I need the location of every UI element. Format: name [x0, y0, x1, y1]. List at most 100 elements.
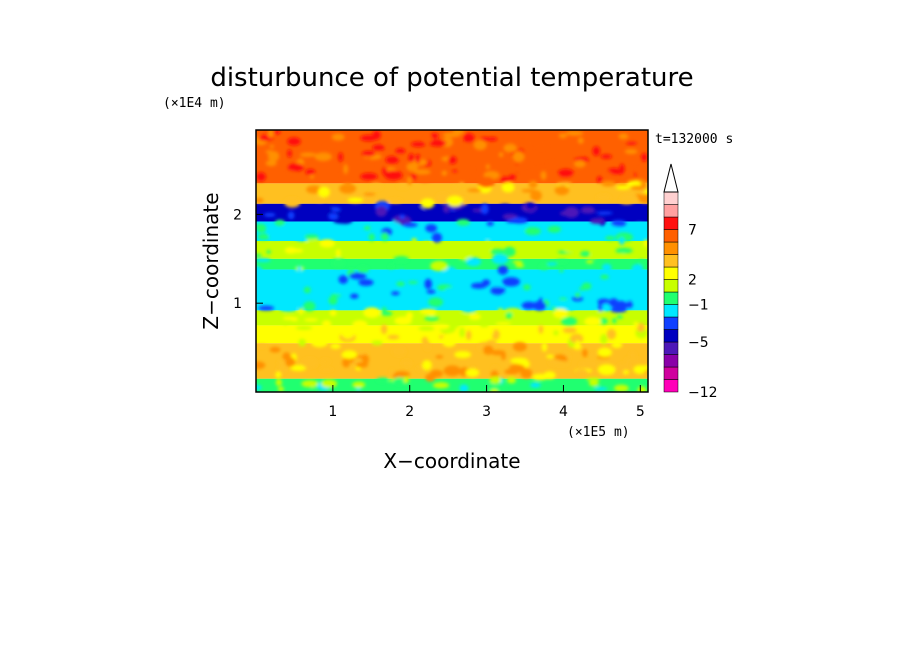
field-blob [284, 197, 301, 208]
field-blob [626, 141, 638, 145]
field-blob [263, 212, 276, 218]
field-blob [287, 137, 301, 146]
field-blob [520, 368, 533, 379]
field-blob [590, 252, 598, 259]
field-blob [575, 292, 581, 298]
field-blob [503, 246, 516, 257]
field-blob [643, 239, 648, 248]
field-blob [441, 170, 448, 176]
field-blob [298, 307, 304, 315]
colorbar-label: 7 [688, 223, 697, 239]
field-blob [467, 188, 482, 192]
field-blob [490, 248, 506, 255]
field-blob [584, 316, 602, 327]
field-blob [301, 380, 319, 388]
field-blob [331, 133, 345, 141]
colorbar-label: −5 [688, 335, 709, 351]
field-blob [547, 225, 561, 233]
field-blob [287, 163, 304, 172]
field-blob [636, 322, 645, 333]
field-blob [562, 327, 577, 334]
field-blob [314, 196, 324, 202]
field-blob [388, 263, 394, 270]
field-blob [265, 160, 277, 167]
field-blob [600, 333, 608, 345]
field-blob [466, 330, 472, 341]
field-blob [420, 198, 435, 209]
field-blob [269, 346, 281, 353]
field-blob [538, 325, 544, 334]
field-blob [512, 260, 523, 264]
field-blob [448, 317, 461, 329]
field-blob [629, 211, 644, 219]
field-blob [256, 223, 267, 233]
field-blob [384, 170, 403, 181]
field-blob [384, 138, 394, 147]
field-blob [630, 185, 647, 190]
x-tick-label: 1 [328, 404, 337, 420]
field-blob [636, 168, 646, 178]
field-blob [425, 224, 438, 233]
field-blob [509, 174, 516, 181]
field-blob [540, 171, 547, 181]
field-blob [352, 320, 368, 330]
field-blob [615, 247, 633, 254]
colorbar-segment [663, 254, 679, 268]
field-blob [393, 256, 410, 263]
field-blob [502, 213, 518, 220]
field-blob [596, 194, 612, 202]
y-tick-label: 1 [233, 296, 242, 312]
field-blob [461, 291, 467, 296]
field-band [256, 241, 648, 259]
field-blob [381, 306, 387, 315]
field-blob [339, 183, 357, 194]
field-blob [370, 183, 383, 191]
field-blob [329, 309, 337, 316]
colorbar-segment [663, 379, 679, 393]
field-blob [465, 257, 482, 267]
field-blob [534, 143, 548, 150]
field-blob [466, 271, 480, 278]
chart-title: disturbunce of potential temperature [210, 63, 693, 93]
field-blob [295, 326, 313, 330]
field-blob [497, 265, 509, 275]
field-blob [331, 257, 345, 269]
field-blob [430, 260, 448, 272]
field-blob [352, 381, 366, 389]
field-blob [421, 336, 429, 346]
field-blob [287, 211, 295, 220]
field-blob [601, 303, 611, 312]
colorbar-segment [663, 216, 679, 230]
field-blob [553, 308, 568, 319]
colorbar-segment [663, 354, 679, 368]
field-blob [341, 350, 358, 359]
field-blob [410, 141, 426, 147]
field-blob [357, 265, 370, 273]
field-blob [624, 174, 633, 178]
field-blob [480, 203, 489, 215]
field-blob [329, 166, 338, 171]
field-blob [608, 300, 620, 308]
field-blob [512, 151, 525, 163]
field-blob [575, 339, 581, 349]
field-blob [559, 268, 564, 273]
colorbar-segment [663, 266, 679, 280]
field-blob [616, 315, 623, 319]
field-blob [606, 328, 617, 340]
field-blob [320, 358, 331, 365]
field-blob [393, 371, 410, 378]
field-blob [486, 221, 494, 226]
colorbar-segment [663, 279, 679, 293]
field-blob [459, 182, 465, 187]
field-blob [546, 262, 558, 266]
field-blob [473, 139, 487, 151]
field-blob [439, 335, 444, 339]
field-blob [274, 219, 286, 226]
colorbar-segment [663, 291, 679, 305]
field-blob [443, 365, 461, 377]
field-blob [448, 156, 457, 165]
field-blob [529, 382, 541, 388]
field-blob [600, 274, 609, 280]
field-blob [624, 149, 638, 155]
heatmap-field [256, 130, 648, 392]
